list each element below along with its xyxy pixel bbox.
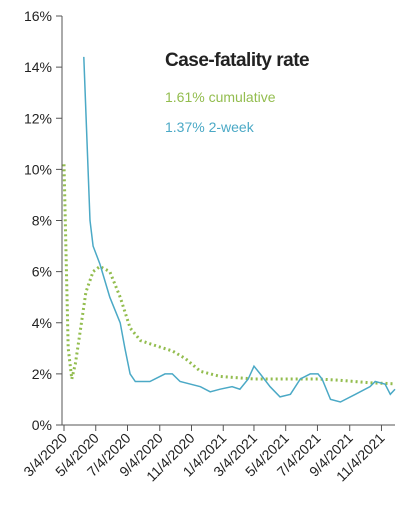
y-tick-label: 4% — [32, 315, 52, 331]
legend-label: 1.37% 2-week — [165, 119, 255, 135]
chart-title: Case-fatality rate — [165, 50, 309, 71]
y-tick-label: 6% — [32, 264, 52, 280]
y-tick-label: 0% — [32, 417, 52, 433]
series-line — [83, 56, 396, 403]
y-tick-label: 12% — [24, 110, 52, 126]
y-tick-label: 10% — [24, 161, 52, 177]
y-tick-label: 14% — [24, 59, 52, 75]
y-tick-label: 16% — [24, 8, 52, 24]
y-tick-label: 8% — [32, 213, 52, 229]
y-tick-label: 2% — [32, 366, 52, 382]
series-line — [62, 164, 396, 386]
legend-label: 1.61% cumulative — [165, 89, 276, 105]
